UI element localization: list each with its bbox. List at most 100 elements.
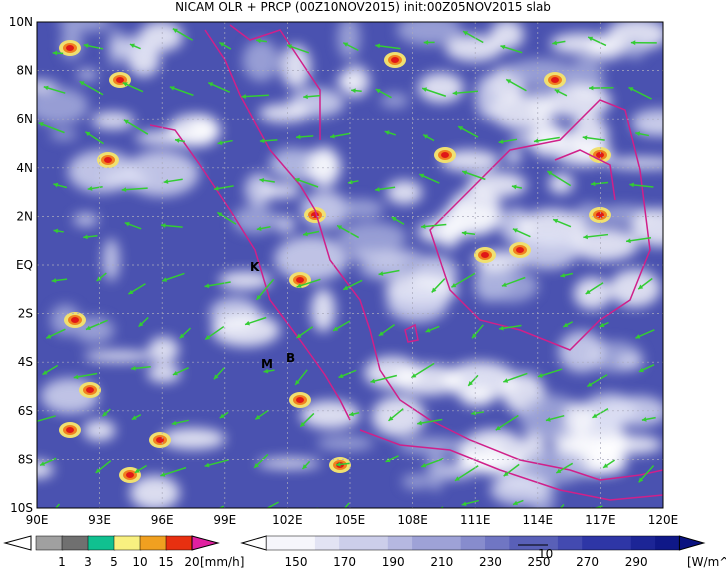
cloud [84, 351, 154, 362]
rain-cell [596, 212, 604, 218]
lat-label: 6N [16, 112, 33, 126]
arrow-head [381, 509, 386, 514]
colorbar-label: 210 [430, 555, 453, 569]
arrow-head [31, 419, 36, 424]
arrow-head [260, 508, 265, 512]
colorbar-box [339, 536, 364, 550]
rain-cell [391, 57, 399, 63]
colorbar-box [558, 536, 583, 550]
lon-label: 102E [272, 513, 303, 527]
rain-cell [551, 77, 559, 83]
cloud [491, 95, 556, 130]
wind-arrow [381, 509, 397, 513]
lat-label: 6S [18, 404, 33, 418]
cloud [337, 75, 357, 88]
cloud [617, 355, 644, 369]
cloud [77, 69, 98, 79]
cloud [50, 129, 78, 140]
colorbar-triangle [242, 536, 266, 550]
lon-label: 105E [335, 513, 366, 527]
colorbar-box [509, 536, 534, 550]
lat-label: 10N [9, 15, 33, 29]
site-label: B [286, 351, 295, 365]
colorbar-box [388, 536, 413, 550]
colorbar-box [291, 536, 316, 550]
colorbar-box [607, 536, 632, 550]
cloud [632, 109, 687, 134]
rain-cell [71, 317, 79, 323]
lat-label: 8S [18, 452, 33, 466]
cloud [372, 396, 426, 437]
colorbar-box [631, 536, 656, 550]
cloud [460, 387, 494, 406]
colorbar-box [364, 536, 389, 550]
cloud [73, 213, 98, 226]
cloud [317, 436, 374, 450]
rain-cell [156, 437, 164, 443]
colorbar-label: 3 [84, 555, 92, 569]
colorbar-unit: [W/m^2] [687, 555, 726, 569]
lon-label: 96E [151, 513, 174, 527]
lon-label: 120E [648, 513, 679, 527]
map [18, 14, 688, 519]
colorbar-box [655, 536, 680, 550]
colorbar-label: 230 [479, 555, 502, 569]
cloud [490, 20, 524, 50]
rain-cell [86, 387, 94, 393]
lon-label: 114E [523, 513, 554, 527]
colorbar-box [582, 536, 607, 550]
cloud [490, 474, 549, 506]
site-label: K [250, 260, 260, 274]
cloud [505, 59, 576, 87]
cloud [243, 40, 280, 82]
colorbar-label: 170 [333, 555, 356, 569]
colorbar-label: 10 [132, 555, 147, 569]
cloud [338, 222, 406, 252]
colorbar-box [485, 536, 510, 550]
cloud [418, 220, 467, 244]
arrow-head [204, 511, 209, 515]
cloud [232, 206, 278, 234]
colorbar-label: 20 [184, 555, 199, 569]
cloud [574, 277, 611, 309]
rain-cell [116, 77, 124, 83]
colorbar-box [166, 536, 193, 550]
cloud [402, 474, 430, 489]
cloud [311, 289, 335, 332]
colorbar-box [461, 536, 486, 550]
vector-ref-label: 10 [538, 547, 553, 561]
colorbar-label: 190 [382, 555, 405, 569]
lat-label: 4S [18, 355, 33, 369]
title: NICAM OLR + PRCP (00Z10NOV2015) init:00Z… [175, 0, 551, 14]
cloud [148, 337, 179, 363]
colorbar-box [36, 536, 63, 550]
cloud [309, 146, 340, 188]
cloud [275, 236, 348, 281]
lat-label: 8N [16, 64, 33, 78]
cloud [565, 402, 593, 432]
lon-label: 93E [88, 513, 111, 527]
cloud [338, 16, 361, 59]
rain-cell [104, 157, 112, 163]
rain-cell [481, 252, 489, 258]
cloud [559, 331, 605, 372]
cloud [380, 93, 409, 107]
colorbar-label: 150 [285, 555, 308, 569]
colorbar-box [140, 536, 167, 550]
lat-label: 2S [18, 307, 33, 321]
lon-label: 111E [460, 513, 491, 527]
lat-label: 2N [16, 209, 33, 223]
colorbar-label: 290 [625, 555, 648, 569]
colorbar-box [114, 536, 141, 550]
rain-cell [596, 152, 604, 158]
cloud [276, 215, 296, 233]
cloud [212, 314, 280, 347]
colorbar-box [88, 536, 115, 550]
colorbar-box [412, 536, 437, 550]
cloud [631, 208, 687, 246]
colorbar-triangle [5, 536, 31, 550]
colorbar-triangle [679, 536, 703, 550]
rain-cell [66, 45, 74, 51]
colorbar-box [315, 536, 340, 550]
cloud [605, 158, 681, 169]
